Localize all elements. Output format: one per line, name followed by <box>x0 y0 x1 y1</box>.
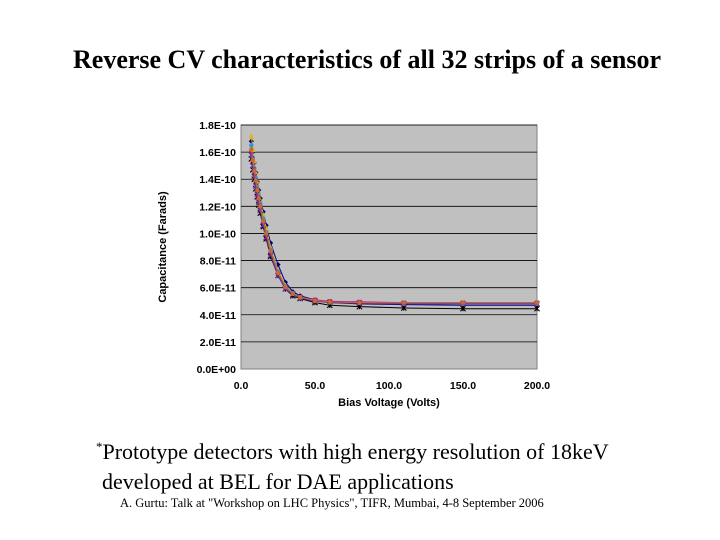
footnote-marker: * <box>96 439 103 454</box>
data-point <box>460 300 466 305</box>
x-tick-label: 50.0 <box>305 380 326 392</box>
data-point <box>249 147 254 152</box>
y-tick-label: 1.6E-10 <box>199 147 236 159</box>
x-tick-label: 100.0 <box>376 380 402 392</box>
cv-chart-svg: 0.0E+00 2.0E-11 4.0E-11 6.0E-11 8.0E-11 1.0E-… <box>157 120 551 409</box>
data-point <box>297 294 303 300</box>
data-point <box>275 262 281 268</box>
y-tick-label: 6.0E-11 <box>200 283 236 295</box>
data-point <box>249 162 256 169</box>
data-point <box>248 151 255 158</box>
data-point <box>255 199 262 206</box>
y-tick-label: 0.0E+00 <box>197 364 237 376</box>
data-point <box>249 143 254 148</box>
x-axis-label: Bias Voltage (Volts) <box>338 397 440 409</box>
data-point <box>252 182 259 190</box>
plot-area <box>240 124 538 370</box>
data-point <box>534 300 540 305</box>
data-point <box>250 158 256 163</box>
data-point <box>268 248 273 254</box>
data-point <box>251 173 258 180</box>
y-tick-label: 2.0E-11 <box>200 337 236 349</box>
footnote-line2: developed at BEL for DAE applications <box>102 469 454 494</box>
slide-title: Reverse CV characteristics of all 32 str… <box>73 45 661 74</box>
x-tick-label: 0.0 <box>234 380 249 392</box>
data-point <box>248 133 254 139</box>
data-point <box>357 300 362 305</box>
x-tick-label: 150.0 <box>450 380 476 392</box>
y-tick-label: 1.2E-10 <box>199 201 236 213</box>
data-point <box>327 299 333 305</box>
y-axis-label: Capacitance (Farads) <box>157 191 169 303</box>
x-tick-labels: 0.0 50.0 100.0 150.0 200.0 <box>234 380 551 392</box>
cv-chart: 0.0E+00 2.0E-11 4.0E-11 6.0E-11 8.0E-11 1.0E-… <box>150 115 560 415</box>
data-point <box>255 187 260 193</box>
data-point <box>258 204 263 209</box>
data-point <box>283 284 288 290</box>
footnote-line1: Prototype detectors with high energy res… <box>102 439 609 464</box>
data-point <box>290 291 296 296</box>
grid-lines <box>241 124 537 343</box>
data-point <box>401 300 407 305</box>
y-tick-label: 4.0E-11 <box>200 310 236 322</box>
data-point <box>312 298 318 303</box>
y-tick-label: 1.0E-10 <box>199 228 236 240</box>
data-point <box>275 270 281 275</box>
x-tick-label: 200.0 <box>524 380 550 392</box>
data-point <box>252 168 257 174</box>
data-point <box>260 219 266 224</box>
data-point <box>256 195 261 201</box>
data-point <box>263 231 269 236</box>
data-point <box>460 305 466 312</box>
credit-line: A. Gurtu: Talk at "Workshop on LHC Physi… <box>120 496 544 510</box>
y-tick-label: 1.8E-10 <box>199 120 236 132</box>
y-tick-label: 1.4E-10 <box>199 174 236 186</box>
y-tick-labels: 0.0E+00 2.0E-11 4.0E-11 6.0E-11 8.0E-11 1.0E-… <box>197 120 237 376</box>
data-point <box>254 191 261 198</box>
series <box>249 147 540 305</box>
y-tick-label: 8.0E-11 <box>200 256 236 268</box>
data-point <box>534 305 540 312</box>
data-point <box>282 279 288 285</box>
series-line <box>250 154 537 305</box>
data-point <box>257 207 264 214</box>
data-point <box>253 178 259 183</box>
footnote: *Prototype detectors with high energy re… <box>96 432 696 497</box>
